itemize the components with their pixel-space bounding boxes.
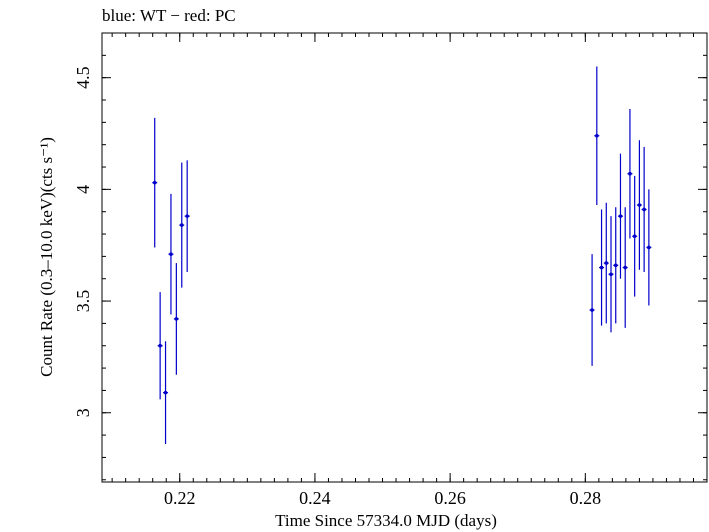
y-tick-label: 4.5 bbox=[73, 66, 93, 89]
data-point bbox=[628, 171, 632, 176]
data-point bbox=[590, 308, 594, 312]
y-tick-label: 3 bbox=[73, 408, 93, 417]
data-point bbox=[152, 180, 157, 185]
y-tick-label: 4 bbox=[73, 185, 93, 194]
x-axis-label: Time Since 57334.0 MJD (days) bbox=[275, 511, 497, 530]
data-point bbox=[618, 214, 623, 218]
data-point bbox=[599, 265, 604, 270]
data-point bbox=[174, 317, 179, 321]
data-point bbox=[169, 252, 173, 256]
chart-title: blue: WT − red: PC bbox=[102, 6, 236, 25]
x-tick-label: 0.26 bbox=[434, 488, 466, 508]
data-point bbox=[179, 223, 184, 227]
data-point bbox=[647, 245, 651, 250]
x-tick-label: 0.28 bbox=[570, 488, 602, 508]
plot-frame bbox=[101, 32, 708, 483]
data-point bbox=[609, 272, 613, 277]
data-layer bbox=[152, 66, 652, 445]
x-tick-label: 0.22 bbox=[164, 488, 196, 508]
data-point bbox=[595, 133, 599, 138]
data-point bbox=[185, 214, 189, 218]
data-point bbox=[613, 263, 618, 268]
data-point bbox=[158, 343, 162, 348]
tick-labels: 0.22 0.24 0.26 0.28 3 3.5 4 4.5 bbox=[73, 66, 601, 508]
data-point bbox=[642, 207, 646, 212]
major-ticks bbox=[102, 33, 707, 482]
data-point bbox=[632, 234, 637, 239]
data-point bbox=[163, 390, 168, 395]
x-tick-label: 0.24 bbox=[299, 488, 331, 508]
y-tick-label: 3.5 bbox=[73, 290, 93, 313]
data-point bbox=[623, 265, 628, 270]
data-point bbox=[637, 203, 642, 207]
data-point bbox=[604, 261, 609, 265]
y-axis-label: Count Rate (0.3–10.0 keV)(cts s⁻¹) bbox=[37, 137, 56, 377]
